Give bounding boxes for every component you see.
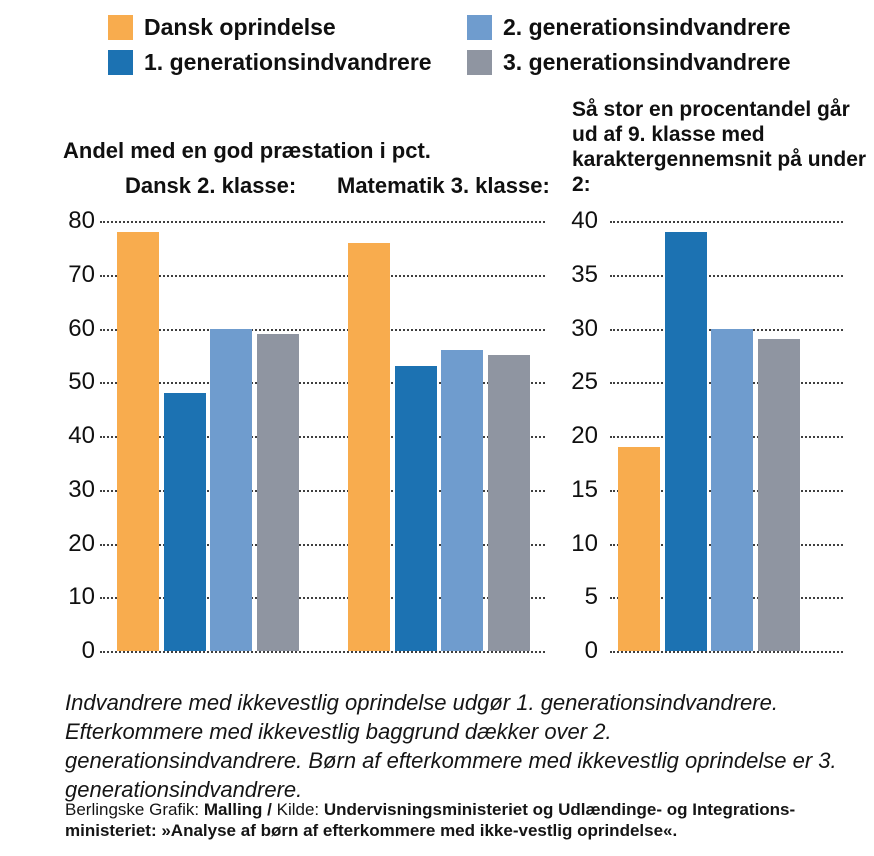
bar-3-generationsindvandrere	[757, 339, 800, 651]
y-axis-tick-label: 20	[571, 422, 598, 449]
chart-title-left: Andel med en god præstation i pct.	[63, 138, 431, 163]
gridline	[100, 221, 545, 223]
bar-1-generationsindvandrere	[664, 231, 707, 651]
chart-title-right: Så stor en procentandel går ud af 9. kla…	[572, 98, 867, 196]
bar-1-generationsindvandrere	[163, 393, 206, 651]
bar-2-generationsindvandrere	[711, 328, 753, 651]
y-axis-tick-label: 30	[68, 475, 95, 503]
y-axis-tick-label: 40	[68, 422, 95, 449]
source-segment: Undervisningsministeriet og Udlændinge- …	[65, 800, 796, 840]
bar-dansk-oprindelse	[348, 242, 390, 651]
legend-label: 2. generationsindvandrere	[503, 14, 791, 40]
gridline	[100, 274, 545, 277]
bar-dansk-oprindelse	[618, 446, 660, 651]
y-axis-tick-label: 10	[571, 529, 598, 557]
plot-area-right	[610, 221, 843, 653]
gridline	[610, 274, 843, 277]
group-label-dansk: Dansk 2. klasse:	[125, 173, 297, 198]
y-axis-tick-label: 60	[68, 314, 95, 342]
source-segment: Berlingske Grafik:	[65, 800, 204, 819]
bar-3-generationsindvandrere	[256, 333, 299, 651]
legend-swatch-3-generation	[467, 50, 492, 75]
group-label-matematik: Matematik 3. klasse:	[337, 173, 550, 198]
gridline	[610, 221, 843, 223]
source-credit: Berlingske Grafik: Malling / Kilde: Unde…	[65, 799, 847, 841]
plot-area-left	[100, 221, 545, 653]
y-axis-tick-label: 10	[68, 583, 95, 611]
y-axis-tick-label: 15	[571, 475, 598, 503]
y-axis-tick-label: 35	[571, 260, 598, 288]
gridline	[100, 597, 545, 600]
y-axis-tick-label: 30	[571, 314, 598, 342]
legend-swatch-2-generation	[467, 15, 492, 40]
footnote-text: Indvandrere med ikkevestlig oprindelse u…	[65, 690, 837, 802]
y-axis-right: 40 35 30 25 20 15 10 5 0	[543, 208, 598, 671]
bar-dansk-oprindelse	[117, 231, 159, 651]
legend-item: 2. generationsindvandrere	[467, 15, 791, 40]
bar-3-generationsindvandrere	[487, 355, 530, 651]
y-axis-tick-label: 25	[571, 368, 598, 396]
y-axis-left: 80 70 60 50 40 30 20 10 0	[40, 208, 95, 671]
gridline	[100, 382, 545, 385]
y-axis-tick-label: 80	[68, 207, 95, 234]
y-axis-tick-label: 0	[584, 637, 598, 664]
y-axis-tick-label: 70	[68, 260, 95, 288]
gridline	[100, 651, 545, 653]
bar-1-generationsindvandrere	[394, 366, 437, 651]
bar-2-generationsindvandrere	[210, 328, 252, 651]
y-axis-tick-label: 5	[584, 583, 598, 611]
source-segment: Kilde:	[276, 800, 324, 819]
legend-item: 3. generationsindvandrere	[467, 50, 791, 75]
source-segment: Malling /	[203, 800, 277, 819]
legend-label: 3. generationsindvandrere	[503, 49, 791, 75]
bar-2-generationsindvandrere	[441, 350, 483, 651]
legend-swatch-1-generation	[108, 50, 133, 75]
y-axis-tick-label: 40	[571, 207, 598, 234]
gridline	[100, 543, 545, 546]
legend-swatch-dansk-oprindelse	[108, 15, 133, 40]
y-axis-tick-label: 50	[68, 368, 95, 396]
legend-label: Dansk oprindelse	[144, 14, 336, 40]
legend-item: 1. generationsindvandrere	[108, 50, 432, 75]
gridline	[100, 489, 545, 492]
y-axis-tick-label: 0	[81, 637, 95, 664]
gridline	[100, 328, 545, 331]
gridline	[100, 436, 545, 438]
legend-label: 1. generationsindvandrere	[144, 49, 432, 75]
y-axis-tick-label: 20	[68, 529, 95, 557]
legend-item: Dansk oprindelse	[108, 15, 336, 40]
gridline	[610, 651, 843, 653]
